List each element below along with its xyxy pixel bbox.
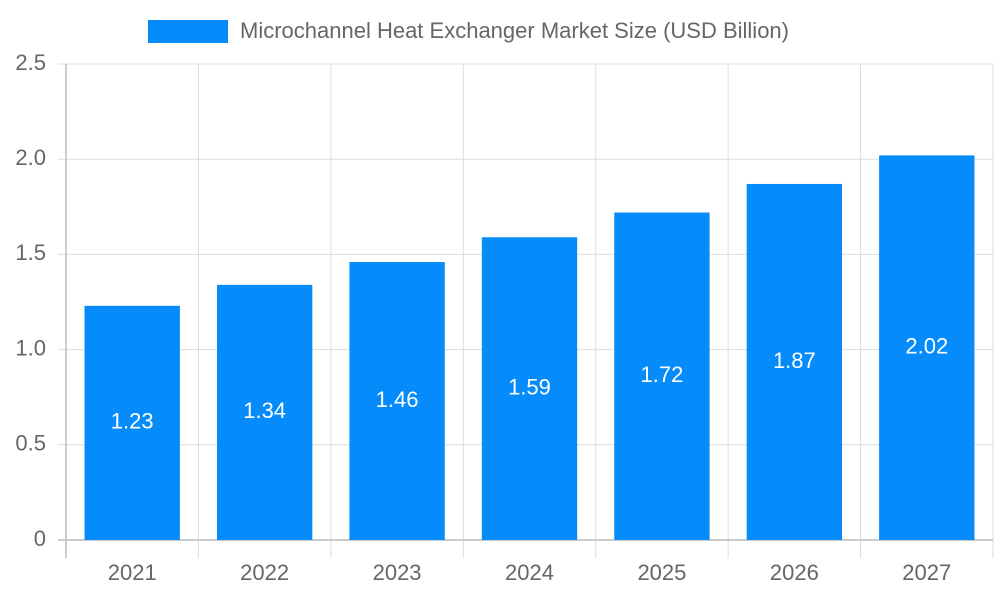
x-tick-label: 2021 xyxy=(108,560,157,585)
data-label: 1.46 xyxy=(376,387,419,412)
bar xyxy=(216,284,313,540)
y-tick-label: 1.0 xyxy=(15,335,46,360)
data-label: 2.02 xyxy=(905,334,948,359)
bar xyxy=(349,262,445,540)
bar xyxy=(879,155,975,540)
x-tick-label: 2022 xyxy=(240,560,289,585)
legend-swatch xyxy=(148,20,228,43)
bar xyxy=(746,183,843,540)
x-tick-label: 2026 xyxy=(770,560,819,585)
data-label: 1.72 xyxy=(641,362,684,387)
x-tick-label: 2023 xyxy=(373,560,422,585)
x-tick-label: 2025 xyxy=(637,560,686,585)
y-tick-label: 0.5 xyxy=(15,431,46,456)
x-tick-label: 2027 xyxy=(902,560,951,585)
y-tick-label: 2.0 xyxy=(15,145,46,170)
x-tick-label: 2024 xyxy=(505,560,554,585)
y-tick-label: 0 xyxy=(34,526,46,551)
bar xyxy=(481,237,578,540)
data-label: 1.87 xyxy=(773,348,816,373)
y-tick-label: 2.5 xyxy=(15,50,46,75)
data-label: 1.59 xyxy=(508,374,551,399)
data-label: 1.34 xyxy=(243,398,286,423)
legend-label: Microchannel Heat Exchanger Market Size … xyxy=(240,18,789,43)
bar xyxy=(614,212,710,540)
bar xyxy=(84,305,180,540)
data-label: 1.23 xyxy=(111,409,154,434)
y-tick-label: 1.5 xyxy=(15,240,46,265)
